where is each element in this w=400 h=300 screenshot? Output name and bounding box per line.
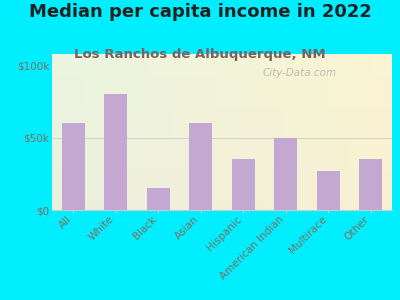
Bar	[146, 188, 170, 210]
Bar	[104, 94, 128, 210]
Bar	[274, 138, 298, 210]
Bar	[189, 123, 212, 210]
Bar	[359, 159, 382, 210]
Bar	[232, 159, 255, 210]
Text: Median per capita income in 2022: Median per capita income in 2022	[28, 3, 372, 21]
Bar	[316, 171, 340, 210]
Bar	[62, 123, 85, 210]
Text: City-Data.com: City-Data.com	[263, 68, 337, 78]
Text: Los Ranchos de Albuquerque, NM: Los Ranchos de Albuquerque, NM	[74, 48, 326, 61]
